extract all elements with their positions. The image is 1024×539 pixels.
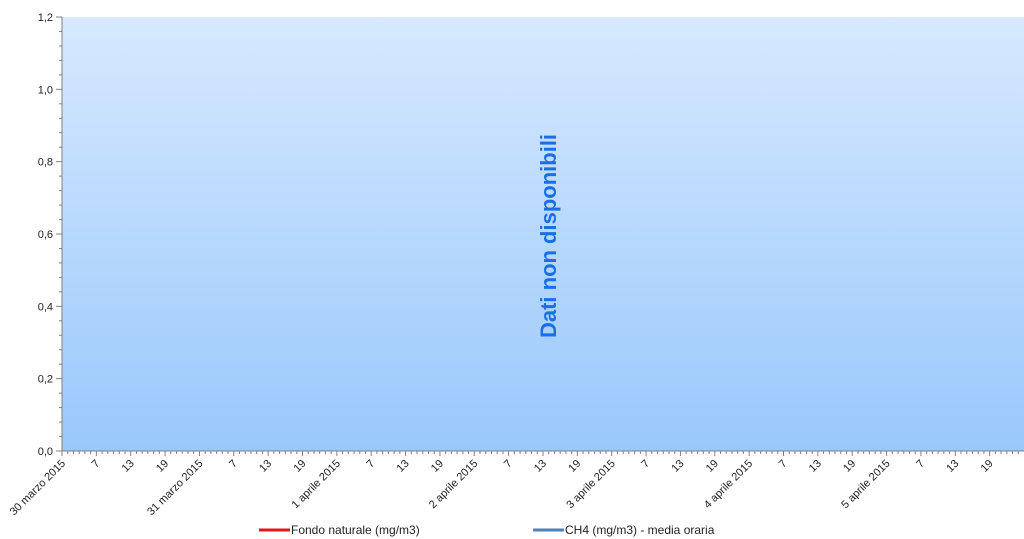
y-tick-label: 0,6 — [38, 229, 53, 241]
x-tick-label: 13 — [807, 458, 824, 475]
x-tick-label: 7 — [90, 458, 103, 471]
y-tick-label: 1,0 — [38, 84, 53, 96]
plot-area — [62, 17, 1024, 451]
x-tick-label: 13 — [257, 458, 274, 475]
legend: Fondo naturale (mg/m3) CH4 (mg/m3) - medi… — [259, 523, 715, 537]
x-tick-label: 13 — [944, 458, 961, 475]
x-tick-label: 7 — [639, 458, 652, 471]
x-tick-label: 19 — [429, 458, 446, 475]
x-tick-label: 7 — [365, 458, 378, 471]
x-tick-label: 7 — [777, 458, 790, 471]
x-tick-label: 7 — [227, 458, 240, 471]
no-data-annotation: Dati non disponibili — [536, 134, 561, 338]
x-tick-label: 13 — [120, 458, 137, 475]
x-tick-label: 7 — [914, 458, 927, 471]
x-tick-label: 19 — [291, 458, 308, 475]
x-tick-label: 19 — [979, 458, 996, 475]
y-tick-label: 0,0 — [38, 446, 53, 458]
x-tick-label: 19 — [566, 458, 583, 475]
x-tick-label: 19 — [841, 458, 858, 475]
legend-label: Fondo naturale (mg/m3) — [291, 523, 420, 537]
x-tick-label: 30 marzo 2015 — [8, 458, 68, 518]
x-tick-label: 7 — [502, 458, 515, 471]
x-tick-label: 13 — [532, 458, 549, 475]
y-tick-label: 1,2 — [38, 12, 53, 24]
y-axis: 0,0 0,2 0,4 0,6 0,8 1,0 1,2 — [38, 12, 63, 458]
legend-label: CH4 (mg/m3) - media oraria — [565, 523, 715, 537]
y-tick-label: 0,8 — [38, 157, 53, 169]
y-tick-label: 0,4 — [38, 301, 53, 313]
x-tick-label: 19 — [704, 458, 721, 475]
x-tick-label: 13 — [395, 458, 412, 475]
x-tick-label: 13 — [669, 458, 686, 475]
y-tick-label: 0,2 — [38, 374, 53, 386]
x-tick-label: 19 — [154, 458, 171, 475]
